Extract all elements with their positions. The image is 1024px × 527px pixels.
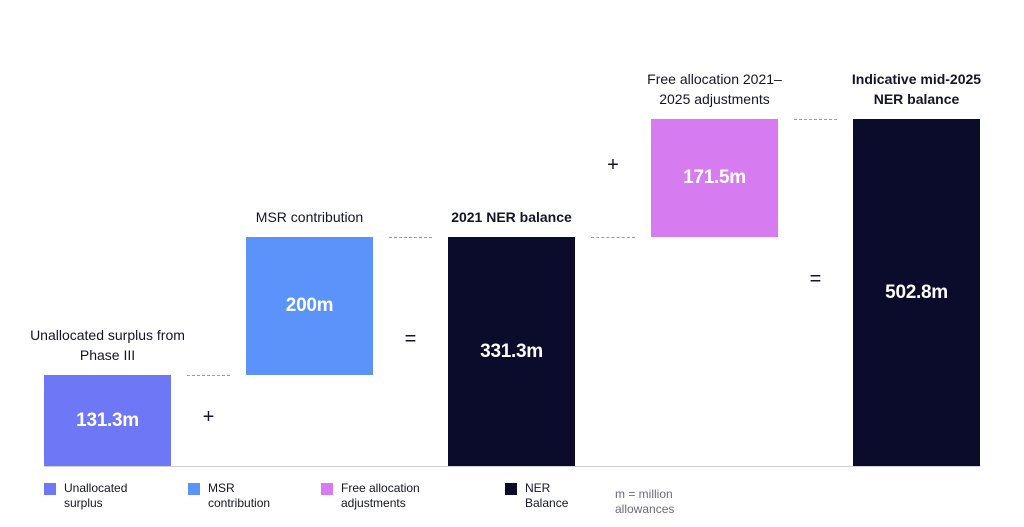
legend-swatch <box>44 483 56 495</box>
legend-label: Unallocated surplus <box>64 481 128 510</box>
bar-5: 502.8m <box>853 119 980 466</box>
legend-swatch <box>188 483 200 495</box>
baseline <box>44 466 980 467</box>
bar-category-label: Free allocation 2021–2025 adjustments <box>647 71 782 107</box>
unit-note: m = million allowances <box>615 487 675 516</box>
connector-line <box>187 375 230 377</box>
bar-category-label: Indicative mid-2025 NER balance <box>851 71 982 107</box>
bar-3: 331.3m <box>448 237 575 466</box>
operator-sign: + <box>202 406 215 428</box>
bar-2: 200m <box>246 237 373 376</box>
legend-item: NER Balance <box>505 481 595 511</box>
connector-line <box>794 119 837 120</box>
operator-sign: = <box>404 328 417 350</box>
bar-category-label: Unallocated surplus from Phase III <box>30 327 185 364</box>
legend-swatch <box>321 483 333 495</box>
connector-line <box>389 237 432 239</box>
bar-value-label: 200m <box>285 295 334 317</box>
bar-4: 171.5m <box>651 119 778 238</box>
legend-swatch <box>505 483 517 495</box>
legend-item: Free allocation adjustments <box>321 481 431 511</box>
legend-label: Free allocation adjustments <box>341 481 420 510</box>
bar-category-label: MSR contribution <box>255 209 364 226</box>
bar-value-label: 171.5m <box>683 167 746 189</box>
legend-label: MSR contribution <box>208 481 271 510</box>
operator-sign: = <box>809 268 822 290</box>
connector-line <box>591 237 635 239</box>
bar-category-label: 2021 NER balance <box>451 209 572 226</box>
bar-value-label: 331.3m <box>480 340 543 362</box>
bar-value-label: 502.8m <box>885 281 948 303</box>
legend-item: MSR contribution <box>188 481 278 511</box>
legend-item: Unallocated surplus <box>44 481 154 511</box>
legend-label: NER Balance <box>525 481 569 510</box>
operator-sign: + <box>607 154 619 176</box>
bar-1: 131.3m <box>44 375 171 466</box>
bar-value-label: 131.3m <box>76 409 139 431</box>
